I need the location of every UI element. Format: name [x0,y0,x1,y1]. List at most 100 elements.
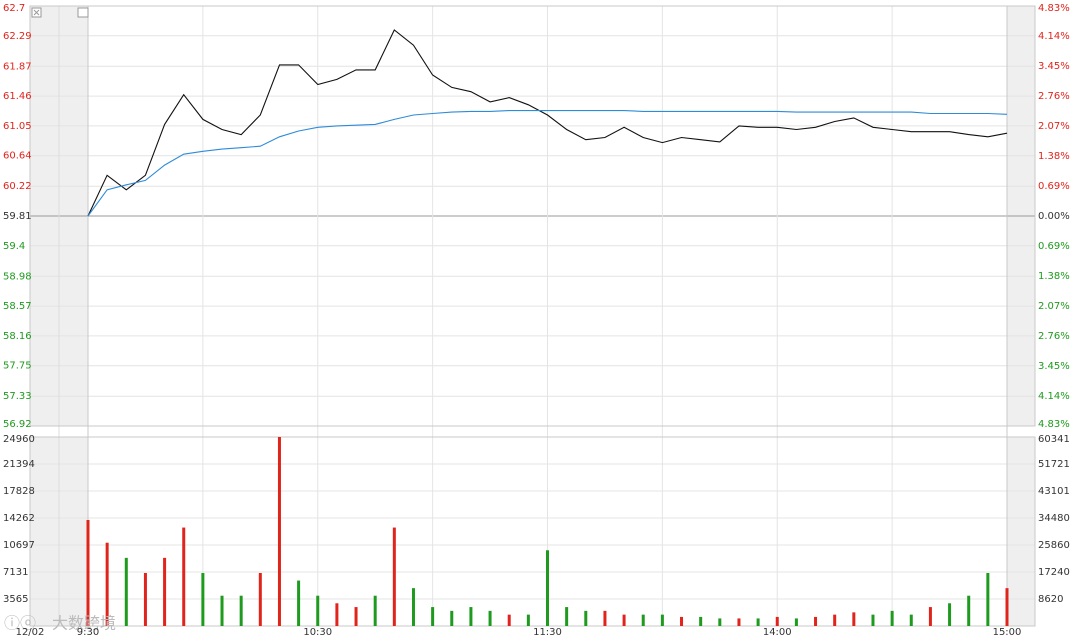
y-tick-label: 21394 [3,459,35,470]
price-line [87,29,1008,217]
y-tick-label: 58.98 [3,271,32,282]
x-tick-label: 10:30 [303,627,332,638]
volume-bar [833,614,837,626]
y-tick-label: 60.22 [3,181,32,192]
y2-tick-label: 3.45% [1038,61,1070,72]
y2-tick-label: 25860 [1038,540,1070,551]
y2-tick-label: 0.00% [1038,211,1070,222]
volume-bar [928,607,932,626]
volume-bar [660,614,664,626]
y-tick-label: 56.92 [3,419,32,430]
volume-bar [316,595,320,626]
volume-bar [775,616,779,626]
y2-tick-label: 2.76% [1038,91,1070,102]
average-line [87,110,1008,217]
volume-bar [105,542,109,626]
resize-icon[interactable] [77,7,89,18]
volume-bar [967,595,971,626]
volume-bar [411,588,415,626]
volume-bar [201,572,205,626]
y2-tick-label: 0.69% [1038,241,1070,252]
volume-bar [546,550,549,626]
y-tick-label: 60.64 [3,151,32,162]
x-tick-label: 14:00 [763,627,792,638]
volume-bar [852,612,856,626]
volume-bar [814,616,818,626]
y2-tick-label: 4.14% [1038,391,1070,402]
y-tick-label: 61.05 [3,121,32,132]
y2-tick-label: 2.07% [1038,121,1070,132]
volume-bar [526,614,530,626]
y2-tick-label: 17240 [1038,567,1070,578]
watermark-logo: ⓘⓞ [4,614,36,633]
volume-bar [794,618,798,626]
volume-bar [622,614,626,626]
y-tick-label: 24960 [3,434,35,445]
volume-frame [29,436,1036,627]
y-tick-label: 62.7 [3,3,25,14]
volume-bar [699,616,703,626]
y2-tick-label: 4.14% [1038,31,1070,42]
volume-bar [890,610,894,626]
y2-tick-label: 3.45% [1038,361,1070,372]
y2-tick-label: 43101 [1038,486,1070,497]
y-tick-label: 59.81 [3,211,32,222]
volume-bar [86,519,90,626]
volume-bar [335,603,339,626]
volume-bar [431,607,435,626]
volume-bar [680,616,684,626]
y2-tick-label: 60341 [1038,434,1070,445]
volume-bar [163,557,167,626]
y-tick-label: 61.46 [3,91,32,102]
volume-bar [603,610,607,626]
volume-bar [641,614,645,626]
volume-bar [737,618,741,626]
volume-bar [354,607,358,626]
volume-bar [756,618,760,626]
volume-bar [565,607,569,626]
volume-bar [718,618,722,626]
close-icon-glyph [33,9,40,16]
volume-bar [124,557,128,626]
volume-bar [450,610,454,626]
x-date-label: 12/02 [16,627,45,638]
y-tick-label: 3565 [3,594,28,605]
y-tick-label: 61.87 [3,61,32,72]
y-tick-label: 14262 [3,513,35,524]
y-tick-label: 17828 [3,486,35,497]
y-tick-label: 57.75 [3,361,32,372]
volume-bar [392,527,396,626]
marks [86,29,1009,626]
y2-tick-label: 4.83% [1038,3,1070,14]
x-tick-label: 11:30 [533,627,562,638]
y-tick-label: 10697 [3,540,35,551]
after-hours-band [1007,437,1035,626]
volume-bar [986,572,990,626]
volume-bar [258,572,262,626]
y-tick-label: 57.33 [3,391,32,402]
y2-tick-label: 1.38% [1038,151,1070,162]
volume-bar [277,437,281,626]
y2-tick-label: 34480 [1038,513,1070,524]
y-tick-label: 59.4 [3,241,25,252]
y2-tick-label: 2.07% [1038,301,1070,312]
volume-bar [909,614,913,626]
y2-tick-label: 2.76% [1038,331,1070,342]
volume-bar [239,595,243,626]
volume-bar [469,607,473,626]
y2-tick-label: 51721 [1038,459,1070,470]
volume-bar [143,572,147,626]
y2-tick-label: 0.69% [1038,181,1070,192]
y2-tick-label: 1.38% [1038,271,1070,282]
volume-bar [297,580,301,626]
y2-tick-label: 8620 [1038,594,1063,605]
volume-bar [488,610,492,626]
y2-tick-label: 4.83% [1038,419,1070,430]
y-tick-label: 58.16 [3,331,32,342]
volume-bar [373,595,377,626]
volume-bar [507,614,511,626]
volume-bar [871,614,875,626]
x-tick-label: 15:00 [993,627,1022,638]
y-tick-label: 62.29 [3,31,32,42]
